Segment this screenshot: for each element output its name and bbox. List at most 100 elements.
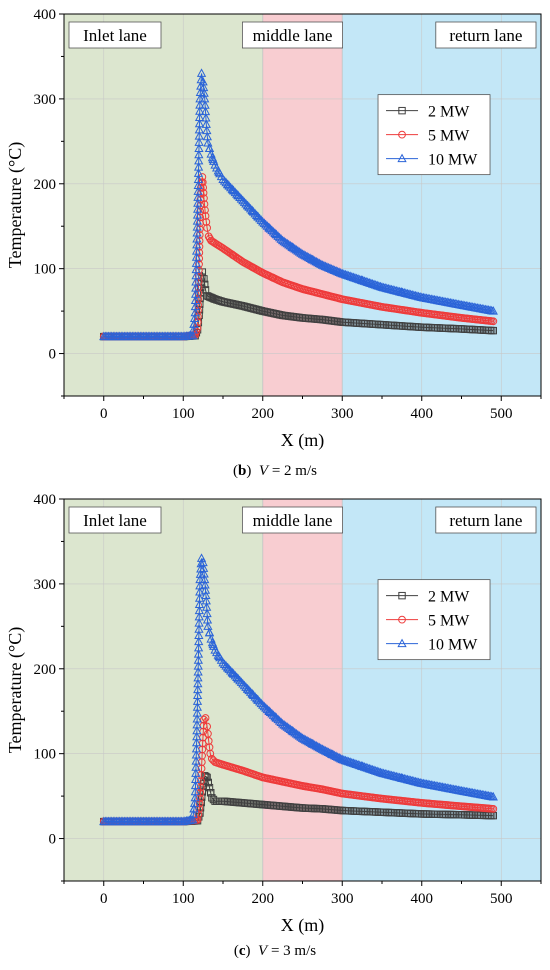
data-point [191,276,201,286]
data-point [194,624,204,633]
data-point [204,232,213,241]
data-point [258,700,268,709]
y-tick-label: 400 [34,492,57,508]
data-point [192,719,202,729]
data-point [193,684,203,694]
region-label: return lane [449,511,522,530]
data-point [208,154,218,164]
data-point [229,251,237,259]
legend-label: 2 MW [428,589,470,606]
data-point [271,229,281,238]
data-point [258,216,268,226]
data-point [195,799,204,808]
chart-caption-c: (c) V = 3 m/s [233,943,317,959]
data-point [188,330,198,340]
data-point [190,786,200,796]
legend: 2 MW 5 MW 10 MW [377,579,491,661]
data-point [262,704,272,714]
data-point [264,223,275,232]
data-point [307,254,318,264]
region-label: middle lane [253,511,333,530]
data-point [205,783,214,792]
data-point [194,636,204,646]
data-point [276,234,286,243]
data-point [221,177,231,187]
data-point [248,263,257,272]
data-point [199,183,208,192]
data-point [193,661,203,670]
y-axis-label: Temperature (°C) [5,627,26,753]
data-point [188,814,198,824]
data-point [192,714,202,723]
data-point [239,680,250,690]
data-point [398,615,406,624]
data-point [219,659,230,668]
data-point [488,306,498,315]
data-point [255,213,265,223]
data-point [194,155,204,165]
data-point [196,804,205,812]
data-point [194,118,205,128]
data-point [287,242,298,251]
data-point [235,192,245,201]
data-point [193,162,204,171]
data-point [194,618,204,627]
data-point [191,768,201,777]
data-point [268,273,277,282]
data-point [228,185,238,194]
data-point [276,717,286,727]
data-point [203,224,212,232]
y-tick-label: 0 [49,832,57,848]
data-point [192,731,202,741]
data-point [195,242,204,251]
data-point [196,558,206,568]
data-point [192,725,202,735]
data-point [194,630,204,639]
data-point [190,289,201,298]
data-point [193,655,203,664]
legend: 2 MW 5 MW 10 MW [377,94,491,176]
data-point [204,778,212,787]
data-point [195,106,205,115]
temperature-chart-c: Inlet lane middle lane return lane 0 100 200 3… [5,492,542,936]
data-point [261,703,271,712]
region-label: middle lane [253,26,333,45]
data-point [191,264,201,274]
x-axis-label: X (m) [281,915,325,936]
data-point [267,708,277,718]
data-point [198,788,207,796]
data-point [195,254,204,263]
data-point [193,180,203,189]
data-point [194,137,204,146]
legend-label: 2 MW [428,104,470,121]
data-point [196,789,205,797]
data-point [397,773,407,782]
data-point [199,721,208,730]
data-point [489,317,498,326]
data-point [262,221,272,230]
data-point [357,761,367,770]
data-point [191,270,201,280]
x-tick-label: 100 [172,891,195,907]
data-point [203,621,213,630]
data-point [201,280,209,289]
data-point [192,239,202,249]
data-point [188,809,199,818]
data-point [192,708,202,717]
data-point [193,678,203,688]
data-point [195,574,205,584]
data-point [398,591,406,600]
legend-label: 5 MW [428,128,470,145]
data-point [193,666,203,676]
region-2 [342,499,541,881]
data-point [235,675,245,685]
data-point [273,714,283,724]
data-point [243,684,253,693]
data-point [191,774,201,783]
data-point [192,702,203,711]
data-point [193,642,204,652]
data-point [201,212,210,220]
data-point [398,106,406,115]
data-point [204,143,215,153]
data-point [191,737,202,747]
